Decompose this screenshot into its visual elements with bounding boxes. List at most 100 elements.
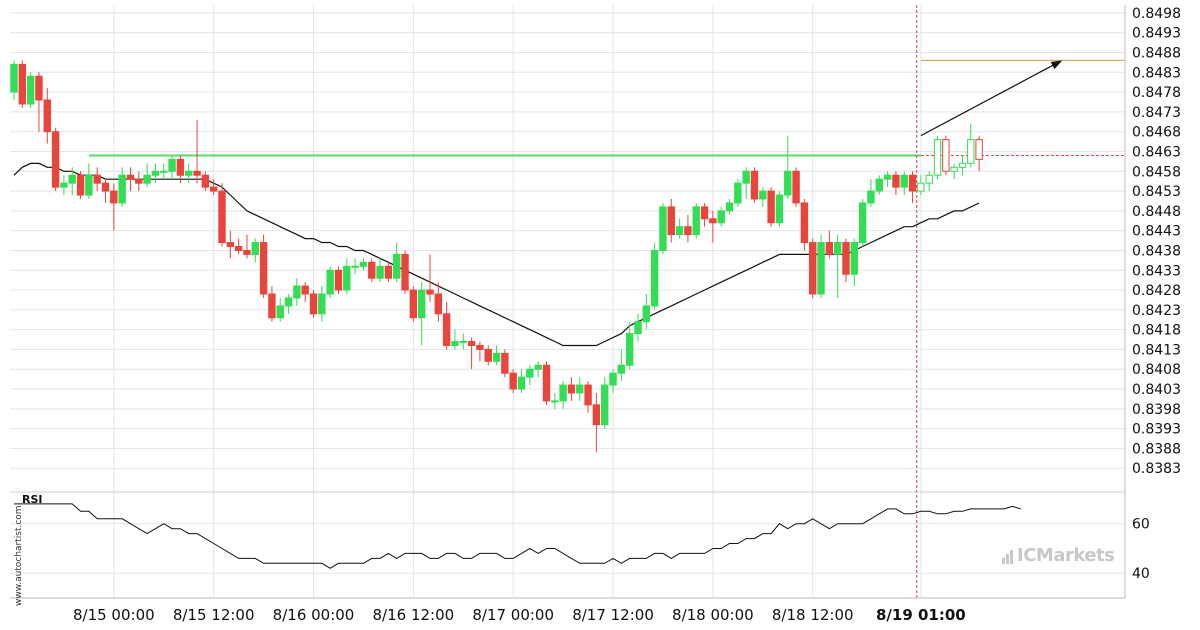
candle: [484, 345, 492, 366]
candle-body: [958, 162, 967, 168]
candle: [933, 135, 942, 180]
candle-body: [875, 178, 883, 192]
candle-body: [809, 242, 817, 295]
candle: [118, 167, 126, 207]
candle: [334, 266, 343, 295]
candle-body: [101, 182, 110, 192]
candle-body: [709, 218, 717, 224]
candle: [226, 230, 235, 259]
candle: [967, 123, 975, 168]
candle-body: [900, 174, 908, 188]
candle: [326, 266, 334, 298]
candle: [185, 163, 193, 184]
candle-body: [551, 400, 559, 403]
candle-body: [734, 182, 742, 204]
candle: [942, 135, 950, 176]
candle-body: [592, 404, 601, 426]
candle-body: [43, 99, 51, 133]
candle: [351, 258, 359, 275]
candle: [700, 202, 709, 227]
candle: [476, 341, 484, 362]
candle: [51, 127, 60, 192]
candle-body: [526, 368, 534, 378]
candle: [576, 377, 584, 401]
candle-body: [892, 174, 900, 188]
candle: [101, 179, 110, 203]
candle: [667, 198, 675, 243]
candle-body: [667, 206, 675, 236]
candle: [43, 88, 51, 144]
candle: [135, 171, 143, 192]
candle: [234, 238, 243, 255]
candle-body: [442, 313, 451, 346]
candle: [409, 286, 418, 322]
watermark-text: www.autochartist.com: [14, 505, 24, 606]
candle: [526, 365, 534, 386]
candle-body: [858, 202, 867, 244]
candle: [625, 321, 634, 370]
candle: [218, 183, 226, 247]
price-panel: [10, 5, 1125, 598]
candle-body: [917, 182, 925, 192]
candle-body: [76, 174, 85, 196]
candle: [825, 230, 834, 259]
candle: [143, 163, 151, 188]
candle: [259, 234, 268, 298]
candle-body: [609, 372, 617, 386]
candle: [209, 179, 218, 196]
x-tick-label: 8/16 00:00: [273, 606, 355, 624]
candle-body: [393, 253, 401, 279]
y-tick-label: 0.8418: [1132, 323, 1181, 339]
candle: [792, 167, 800, 207]
candle-body: [584, 384, 592, 406]
candle: [417, 282, 426, 346]
candle-body: [759, 190, 767, 200]
candle-body: [908, 174, 917, 192]
candle: [817, 234, 825, 298]
candle-body: [409, 289, 418, 319]
candle: [858, 198, 867, 247]
candle: [917, 175, 925, 196]
candle-body: [883, 174, 892, 180]
candle: [925, 171, 933, 192]
rsi-line: [14, 503, 1021, 569]
candle-body: [434, 293, 443, 315]
candle: [284, 294, 293, 314]
candle-body: [742, 170, 750, 184]
candle: [384, 262, 393, 283]
candle-body: [792, 170, 800, 204]
candle-body: [559, 384, 567, 402]
candle-body: [35, 75, 43, 101]
brand-bars-icon: [1002, 548, 1014, 564]
x-tick-label: 8/18 12:00: [772, 606, 854, 624]
candle: [900, 171, 908, 196]
candle: [809, 238, 817, 298]
y-tick-label: 0.8388: [1132, 441, 1181, 457]
x-tick-label: 8/15 12:00: [173, 606, 255, 624]
x-tick-label: 8/16 12:00: [373, 606, 455, 624]
candle: [451, 329, 459, 350]
rsi-tick-label: 40: [1132, 566, 1150, 582]
candle-body: [933, 139, 942, 176]
candle: [958, 155, 967, 176]
candle: [617, 349, 626, 382]
y-tick-label: 0.8473: [1132, 105, 1181, 121]
candle: [734, 179, 742, 207]
candle: [501, 349, 509, 378]
candle-body: [700, 206, 709, 220]
candle: [176, 155, 185, 184]
y-tick-label: 0.8448: [1132, 204, 1181, 220]
candle: [642, 294, 651, 330]
candle-body: [642, 305, 651, 323]
candle-body: [51, 131, 60, 188]
candle: [376, 258, 384, 283]
candle-body: [318, 293, 326, 315]
candle: [750, 167, 759, 203]
candle: [492, 345, 501, 366]
candle-body: [234, 246, 243, 251]
candle: [126, 167, 135, 192]
candle: [725, 198, 734, 215]
candle: [309, 290, 318, 318]
candle-body: [476, 344, 484, 350]
candle-body: [534, 364, 542, 370]
